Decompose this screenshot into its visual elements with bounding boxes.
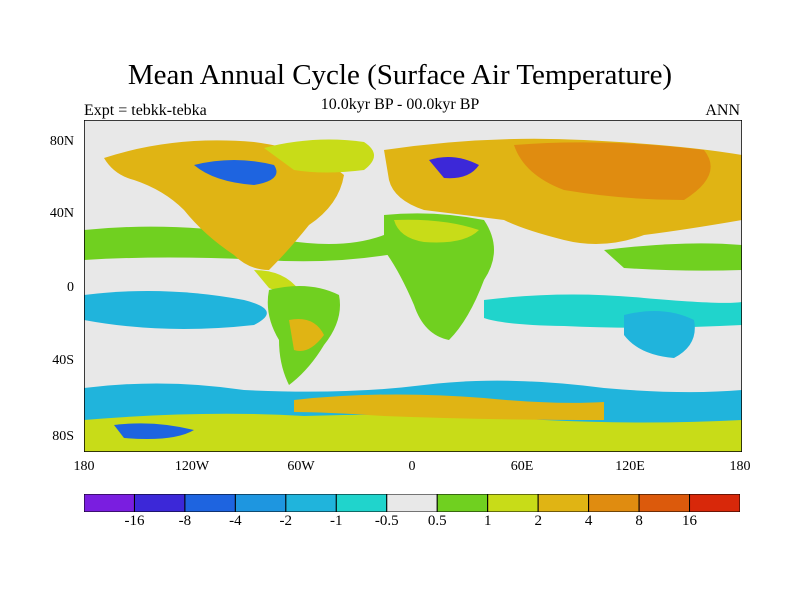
africa-region (384, 213, 494, 340)
ross-sea-cold (114, 423, 194, 439)
plot-subtitle: 10.0kyr BP - 00.0kyr BP (320, 96, 480, 113)
colorbar-box (84, 494, 135, 512)
lon-label-60w: 60W (287, 459, 315, 474)
west-pacific-warm (604, 243, 742, 271)
colorbar-label: -4 (229, 513, 242, 529)
lat-label-0: 0 (67, 280, 74, 295)
colorbar-label: 4 (584, 513, 593, 529)
temperature-anomaly-map (84, 120, 742, 452)
colorbar-box (285, 494, 337, 512)
central-america (254, 270, 299, 293)
north-america-warm (104, 140, 344, 270)
colorbar-box (234, 494, 287, 512)
colorbar (84, 494, 740, 512)
sahara-warm (394, 219, 479, 243)
lat-label-80n: 80N (49, 134, 74, 149)
colorbar-box (638, 494, 691, 512)
colorbar-box (689, 494, 740, 512)
colorbar-box (588, 494, 640, 512)
south-america-warm-core (289, 319, 324, 351)
plot-title: Mean Annual Cycle (Surface Air Temperatu… (127, 59, 673, 91)
colorbar-box (487, 494, 539, 512)
lat-label-40n: 40N (49, 206, 74, 221)
greenland-region (264, 139, 374, 173)
experiment-label: Expt = tebkk-tebka (84, 102, 207, 119)
colorbar-label: -1 (330, 513, 343, 529)
antarctic-peninsula-warm (294, 394, 604, 420)
colorbar-label: -0.5 (374, 513, 399, 529)
lon-label-180w: 180 (73, 459, 95, 474)
colorbar-box (537, 494, 590, 512)
colorbar-label: 1 (483, 513, 492, 529)
colorbar-box (386, 494, 438, 512)
colorbar-box (184, 494, 236, 512)
season-label: ANN (705, 102, 740, 119)
lon-label-60e: 60E (510, 459, 534, 474)
lon-label-0: 0 (408, 459, 416, 474)
australia-region (624, 311, 695, 358)
canada-cold-region (194, 160, 277, 185)
colorbar-label: -2 (279, 513, 293, 529)
lon-label-120e: 120E (615, 459, 645, 474)
colorbar-label: 16 (682, 513, 697, 529)
antarctica-warm-region (84, 413, 742, 452)
colorbar-box (436, 494, 489, 512)
colorbar-box (133, 494, 186, 512)
colorbar-box (335, 494, 388, 512)
east-pacific-cool (84, 291, 267, 329)
colorbar-label: 8 (635, 513, 643, 529)
lat-label-80s: 80S (52, 429, 74, 444)
colorbar-label: 0.5 (427, 513, 447, 529)
colorbar-label: -16 (124, 513, 145, 529)
scandinavia-cold (429, 156, 479, 179)
lat-label-40s: 40S (52, 353, 74, 368)
colorbar-label: -8 (178, 513, 192, 529)
lon-label-180e: 180 (729, 459, 751, 474)
colorbar-label: 2 (534, 513, 542, 529)
siberia-hot-region (514, 142, 711, 200)
lon-label-120w: 120W (174, 459, 210, 474)
